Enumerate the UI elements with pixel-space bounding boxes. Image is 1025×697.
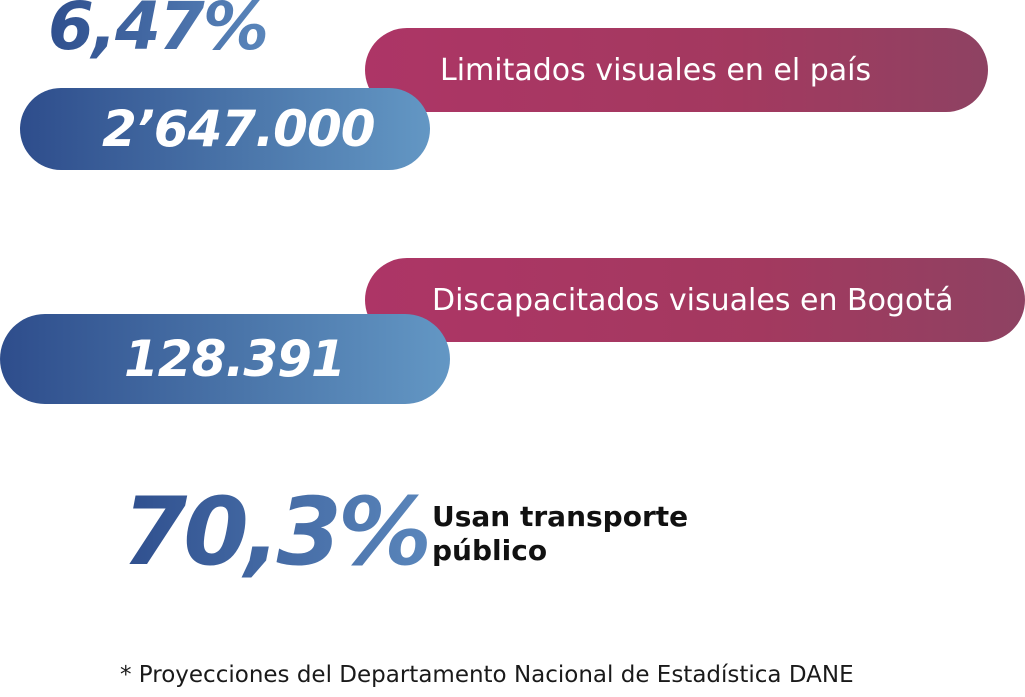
bogota-count-pill: 128.391	[0, 314, 450, 404]
source-footnote: * Proyecciones del Departamento Nacional…	[120, 662, 854, 688]
national-count-value: 2’647.000	[102, 100, 376, 158]
bogota-label-text: Discapacitados visuales en Bogotá	[432, 282, 954, 318]
national-label-pill: Limitados visuales en el país	[365, 28, 988, 112]
bogota-count-value: 128.391	[124, 330, 346, 388]
national-label-text: Limitados visuales en el país	[440, 52, 872, 88]
national-count-pill: 2’647.000	[20, 88, 430, 170]
transport-percent-value: 70,3%	[122, 478, 432, 587]
bogota-label-pill: Discapacitados visuales en Bogotá	[365, 258, 1025, 342]
national-percent-value: 6,47%	[48, 0, 269, 65]
transport-label: Usan transporte público	[432, 500, 689, 567]
